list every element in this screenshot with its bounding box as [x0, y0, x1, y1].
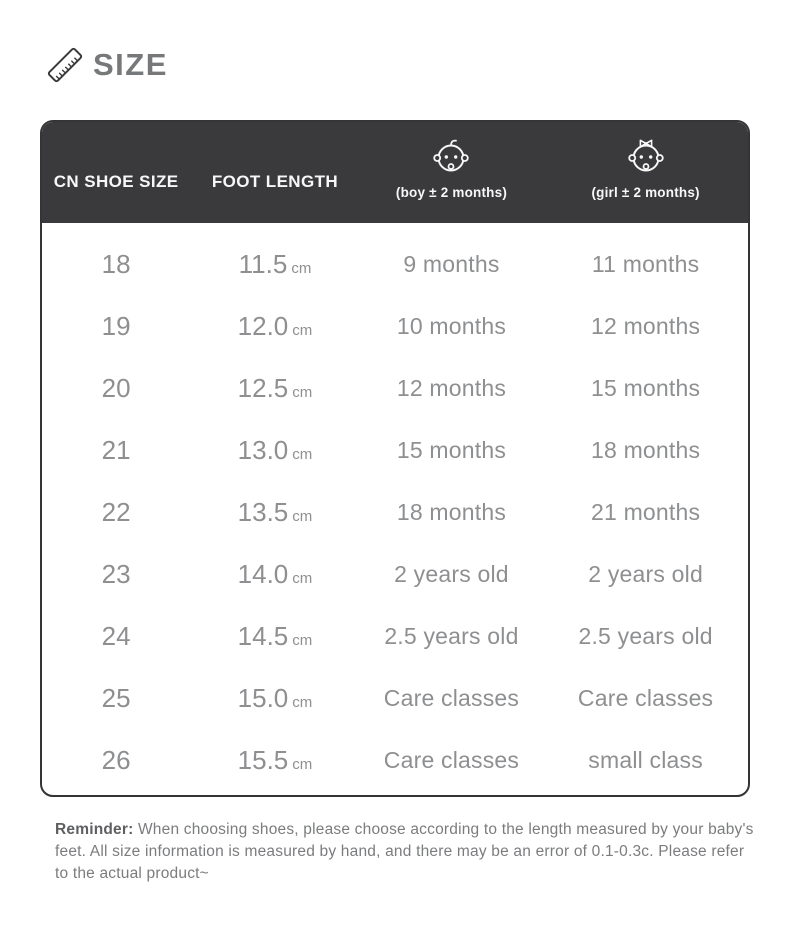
page-title: SIZE [93, 47, 168, 82]
cell-foot-length: 11.5 cm [190, 249, 359, 280]
cell-foot-length: 15.0 cm [190, 683, 359, 714]
cell-boy-age: Care classes [383, 746, 520, 773]
foot-length-unit: cm [292, 631, 313, 649]
cell-girl-age: 21 months [591, 498, 701, 525]
boy-caption: (boy ± 2 months) [395, 185, 508, 200]
table-row: 25 15.0 cm Care classes Care classes [42, 667, 748, 729]
header-foot-length: FOOT LENGTH [211, 171, 339, 191]
cell-boy-age: 10 months [396, 312, 507, 339]
foot-length-unit: cm [292, 383, 313, 401]
cell-girl-age: small class [588, 746, 703, 773]
cell-boy-age: 2.5 years old [384, 622, 519, 649]
cell-girl-age: 2 years old [588, 560, 703, 587]
header-cn-shoe-size: CN SHOE SIZE [53, 171, 179, 191]
header-boy-age: (boy ± 2 months) [360, 122, 544, 223]
table-body: 18 11.5 cm 9 months 11 months 19 12.0 cm 1… [42, 223, 748, 795]
cell-boy-age: Care classes [383, 684, 520, 711]
cell-cn-size: 26 [101, 744, 131, 775]
cell-girl-age: 2.5 years old [578, 622, 713, 649]
cell-foot-length: 14.5 cm [190, 621, 359, 652]
foot-length-value: 15.0 [237, 682, 289, 713]
reminder-note: Reminder: When choosing shoes, please ch… [55, 819, 755, 885]
baby-boy-face-icon [431, 136, 471, 182]
foot-length-value: 14.0 [237, 558, 289, 589]
foot-length-unit: cm [291, 259, 312, 277]
ruler-icon [46, 46, 84, 84]
cell-cn-size: 21 [101, 434, 131, 465]
table-row: 22 13.5 cm 18 months 21 months [42, 481, 748, 543]
reminder-text: When choosing shoes, please choose accor… [55, 821, 754, 882]
table-header: CN SHOE SIZE FOOT LENGTH (boy ± 2 months… [42, 122, 748, 223]
cell-cn-size: 25 [101, 682, 131, 713]
foot-length-unit: cm [292, 321, 313, 339]
baby-girl-face-icon [626, 136, 666, 182]
table-row: 24 14.5 cm 2.5 years old 2.5 years old [42, 605, 748, 667]
girl-caption: (girl ± 2 months) [591, 185, 700, 200]
cell-foot-length: 14.0 cm [190, 559, 359, 590]
cell-cn-size: 22 [101, 496, 131, 527]
foot-length-value: 12.0 [237, 310, 289, 341]
foot-length-unit: cm [292, 507, 313, 525]
cell-foot-length: 15.5 cm [190, 745, 359, 776]
header-girl-age: (girl ± 2 months) [543, 122, 748, 223]
foot-length-unit: cm [292, 755, 313, 773]
table-row: 20 12.5 cm 12 months 15 months [42, 357, 748, 419]
cell-boy-age: 2 years old [394, 560, 509, 587]
cell-foot-length: 12.5 cm [190, 373, 359, 404]
page-title-row: SIZE [0, 0, 790, 86]
table-row: 21 13.0 cm 15 months 18 months [42, 419, 748, 481]
cell-girl-age: 18 months [591, 436, 701, 463]
cell-girl-age: Care classes [577, 684, 714, 711]
foot-length-value: 13.0 [237, 434, 289, 465]
reminder-label: Reminder: [55, 821, 134, 838]
foot-length-value: 14.5 [237, 620, 289, 651]
cell-foot-length: 12.0 cm [190, 311, 359, 342]
cell-girl-age: 12 months [591, 312, 701, 339]
foot-length-value: 11.5 [238, 248, 288, 279]
cell-girl-age: 11 months [591, 250, 700, 277]
cell-boy-age: 9 months [403, 250, 500, 277]
cell-cn-size: 23 [101, 558, 131, 589]
cell-cn-size: 18 [101, 248, 131, 279]
table-row: 19 12.0 cm 10 months 12 months [42, 295, 748, 357]
cell-cn-size: 24 [101, 620, 131, 651]
cell-foot-length: 13.0 cm [190, 435, 359, 466]
cell-cn-size: 19 [101, 310, 131, 341]
cell-boy-age: 12 months [396, 374, 507, 401]
table-row: 18 11.5 cm 9 months 11 months [42, 233, 748, 295]
foot-length-value: 15.5 [237, 744, 289, 775]
cell-foot-length: 13.5 cm [190, 497, 359, 528]
table-row: 23 14.0 cm 2 years old 2 years old [42, 543, 748, 605]
foot-length-value: 12.5 [237, 372, 289, 403]
cell-boy-age: 18 months [396, 498, 507, 525]
foot-length-unit: cm [292, 569, 313, 587]
foot-length-unit: cm [292, 445, 313, 463]
cell-cn-size: 20 [101, 372, 131, 403]
size-chart-table: CN SHOE SIZE FOOT LENGTH (boy ± 2 months… [40, 120, 750, 797]
table-row: 26 15.5 cm Care classes small class [42, 729, 748, 791]
foot-length-value: 13.5 [237, 496, 289, 527]
cell-girl-age: 15 months [591, 374, 701, 401]
foot-length-unit: cm [292, 693, 313, 711]
cell-boy-age: 15 months [396, 436, 507, 463]
